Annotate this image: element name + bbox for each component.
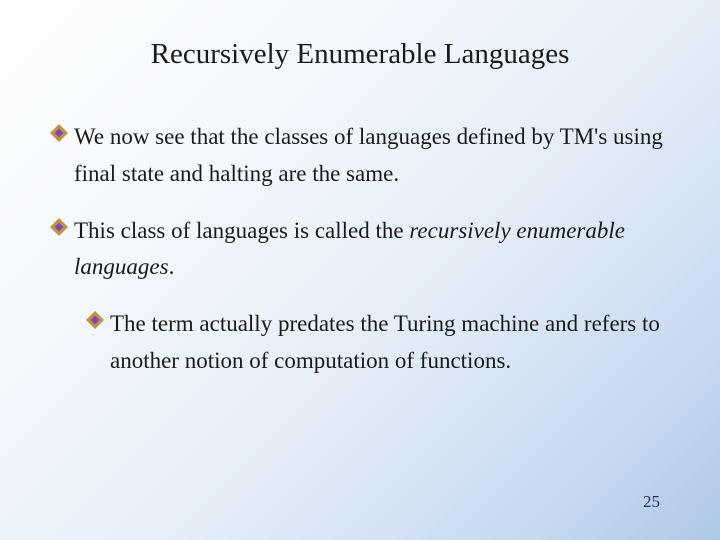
bullet-item: The term actually predates the Turing ma… bbox=[86, 306, 670, 380]
diamond-bullet-icon bbox=[86, 311, 104, 329]
bullet-item: This class of languages is called the re… bbox=[50, 213, 670, 287]
bullet-text-pre: This class of languages is called the bbox=[74, 218, 409, 243]
bullet-text: We now see that the classes of languages… bbox=[74, 119, 670, 193]
diamond-bullet-icon bbox=[50, 124, 68, 142]
slide-container: Recursively Enumerable Languages We now … bbox=[0, 0, 720, 540]
bullet-text: The term actually predates the Turing ma… bbox=[110, 306, 670, 380]
bullet-text-pre: We now see that the classes of languages… bbox=[74, 124, 663, 186]
bullet-item: We now see that the classes of languages… bbox=[50, 119, 670, 193]
bullet-text: This class of languages is called the re… bbox=[74, 213, 670, 287]
bullet-text-pre: The term actually predates the Turing ma… bbox=[110, 311, 660, 373]
diamond-bullet-icon bbox=[50, 218, 68, 236]
bullet-text-post: . bbox=[169, 254, 175, 279]
slide-title: Recursively Enumerable Languages bbox=[50, 38, 670, 71]
page-number: 25 bbox=[643, 492, 660, 512]
